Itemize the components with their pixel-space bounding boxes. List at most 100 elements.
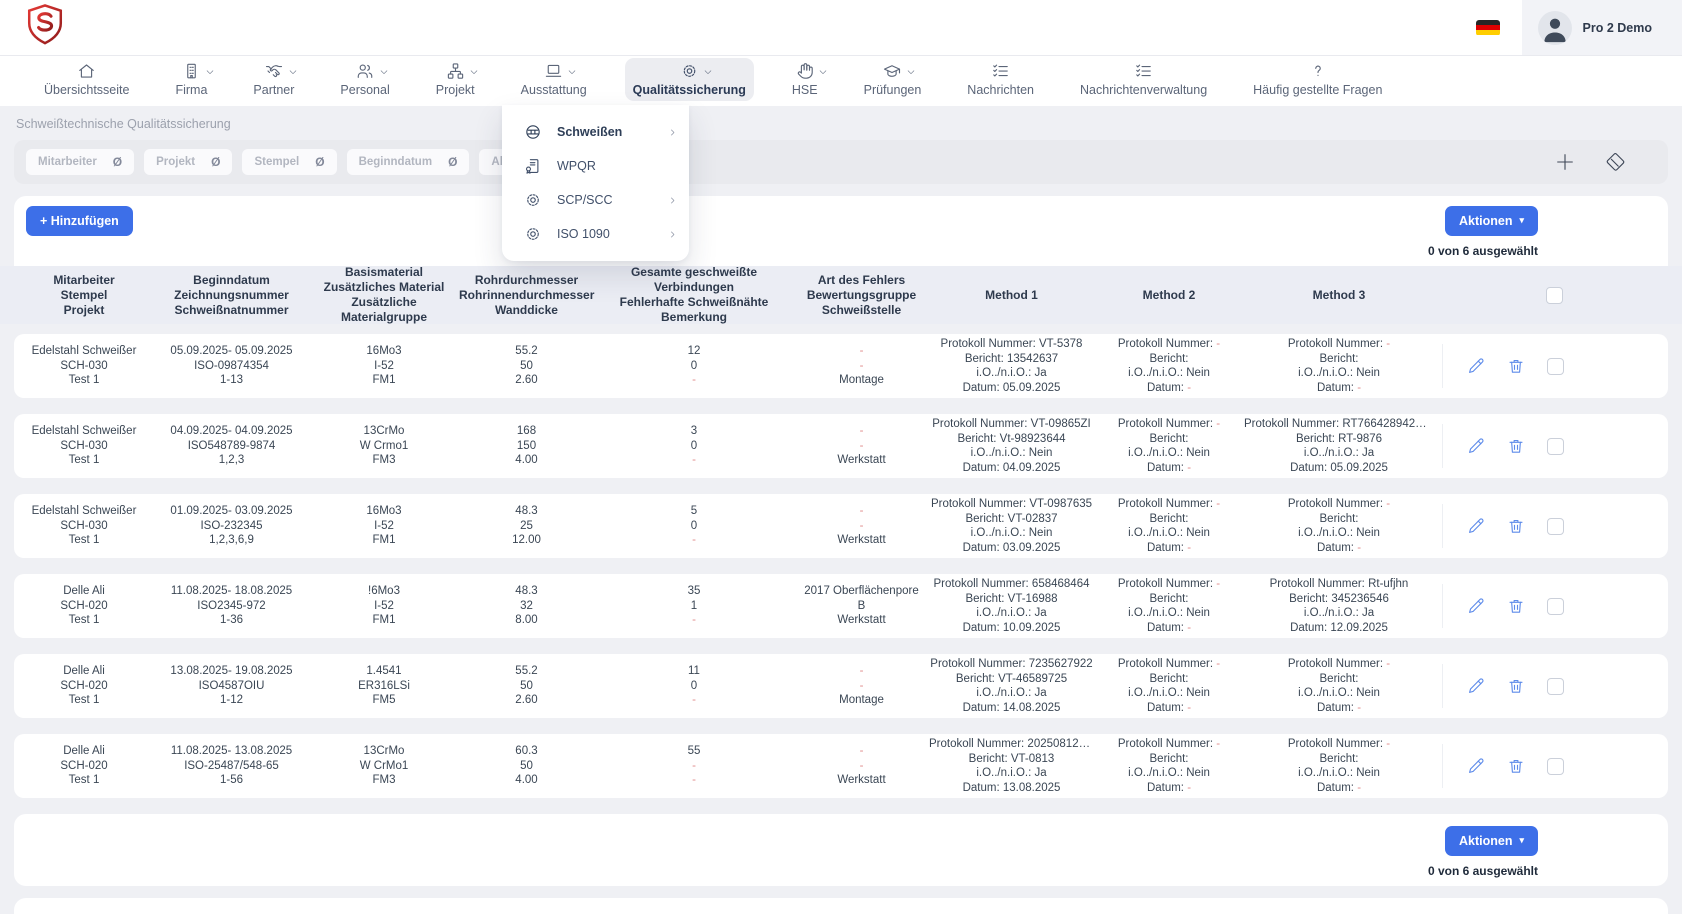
checklist-icon [991, 62, 1010, 80]
nav-item-ausstattung[interactable]: Ausstattung [513, 58, 595, 101]
chevron-down-icon [906, 67, 916, 77]
breadcrumb: Schweißtechnische Qualitätssicherung [16, 117, 231, 131]
nav-item-haeufig-gestellte-fragen[interactable]: Häufig gestellte Fragen [1245, 58, 1390, 101]
edit-button[interactable] [1467, 517, 1485, 535]
cell-rohrdurchmesser: 48.3 25 12.00 [512, 505, 541, 547]
cell-art-des-fehlers: - - Montage [839, 665, 884, 707]
chevron-down-icon [818, 67, 828, 77]
cell-method-1: Protokoll Nummer: VT-0987635 Bericht: VT-… [930, 498, 1093, 554]
cell-method-1: Protokoll Nummer: VT-5378 Bericht: 135426… [940, 338, 1083, 394]
edit-button[interactable] [1467, 357, 1485, 375]
edit-button[interactable] [1467, 757, 1485, 775]
filter-bar: Mitarbeiter Ø Projekt Ø Stempel Ø Beginndat… [14, 140, 1668, 184]
cell-mitarbeiter: Delle Ali SCH-020 Test 1 [60, 585, 108, 627]
delete-button[interactable] [1507, 357, 1525, 375]
gear-icon [524, 191, 542, 209]
handshake-icon [264, 62, 284, 80]
cell-mitarbeiter: Edelstahl Schweißer SCH-030 Test 1 [31, 505, 137, 547]
delete-button[interactable] [1507, 517, 1525, 535]
caret-down-icon: ▾ [1519, 834, 1524, 845]
cell-method-2: Protokoll Nummer: - Bericht: i.O../n.i.O.… [1117, 738, 1221, 794]
cell-basismaterial: 13CrMo W Crmo1 FM3 [359, 425, 409, 467]
row-checkbox[interactable] [1547, 517, 1564, 535]
cell-method-2: Protokoll Nummer: - Bericht: i.O../n.i.O.… [1117, 498, 1221, 554]
delete-button[interactable] [1507, 597, 1525, 615]
empty-set-icon: Ø [315, 155, 325, 169]
delete-button[interactable] [1507, 757, 1525, 775]
edit-button[interactable] [1467, 677, 1485, 695]
cell-method-3: Protokoll Nummer: - Bericht: i.O../n.i.O.… [1287, 498, 1391, 554]
nav-item-nachrichten[interactable]: Nachrichten [959, 58, 1042, 101]
select-all-checkbox[interactable] [1546, 286, 1563, 304]
nav-item-projekt[interactable]: Projekt [428, 58, 483, 101]
delete-button[interactable] [1507, 437, 1525, 455]
cell-beginndatum: 13.08.2025- 19.08.2025 ISO4587OIU 1-12 [170, 665, 293, 707]
cell-rohrdurchmesser: 55.2 50 2.60 [515, 665, 538, 707]
menu-item-scp-scc[interactable]: SCP/SCC [502, 183, 689, 217]
cell-basismaterial: 1.4541 ER316LSi FM5 [358, 665, 410, 707]
cell-method-1: Protokoll Nummer: 658468464 Bericht: VT-1… [933, 578, 1090, 634]
table-body: Edelstahl Schweißer SCH-030 Test 1 05.09.2… [0, 334, 1682, 798]
menu-item-wpqr[interactable]: WPQR [502, 149, 689, 183]
menu-item-iso-1090[interactable]: ISO 1090 [502, 217, 689, 251]
empty-set-icon: Ø [211, 155, 221, 169]
graduation-cap-icon [882, 62, 902, 80]
cell-basismaterial: 13CrMo W CrMo1 FM3 [359, 745, 409, 787]
cell-art-des-fehlers: - - Montage [839, 345, 884, 387]
chevron-down-icon [703, 67, 713, 77]
add-filter-icon[interactable] [1554, 151, 1576, 173]
cell-rohrdurchmesser: 48.3 32 8.00 [515, 585, 538, 627]
cell-verbindungen: 12 0- [687, 345, 701, 387]
chevron-right-icon [668, 128, 677, 137]
table-row: Edelstahl Schweißer SCH-030 Test 1 05.09.2… [14, 334, 1668, 398]
filter-chip-stempel[interactable]: Stempel Ø [242, 149, 337, 175]
table-header: Mitarbeiter Stempel Projekt Beginndatum Zei… [0, 265, 1682, 324]
filter-chip-beginndatum[interactable]: Beginndatum Ø [346, 149, 470, 175]
filter-chip-projekt[interactable]: Projekt Ø [144, 149, 233, 175]
cell-beginndatum: 11.08.2025- 13.08.2025 ISO-25487/548-65 1-… [170, 745, 293, 787]
row-checkbox[interactable] [1547, 597, 1564, 615]
filter-chip-mitarbeiter[interactable]: Mitarbeiter Ø [26, 149, 135, 175]
menu-item-schweissen[interactable]: Schweißen [502, 115, 689, 149]
row-checkbox[interactable] [1547, 757, 1564, 775]
actions-button-bottom[interactable]: Aktionen ▾ [1444, 826, 1538, 856]
user-menu[interactable]: Pro 2 Demo [1521, 0, 1682, 55]
chevron-down-icon [379, 67, 389, 77]
cell-verbindungen: 55- - [687, 745, 701, 787]
qualitaetssicherung-dropdown: Schweißen WPQR SCP/SCC ISO 1090 [502, 105, 689, 261]
app-header: Pro 2 Demo [0, 0, 1682, 56]
cell-basismaterial: 16Mo3 I-52 FM1 [366, 345, 402, 387]
row-checkbox[interactable] [1547, 437, 1564, 455]
table-footer: Aktionen ▾ 0 von 6 ausgewählt [14, 814, 1668, 886]
clear-filters-eraser-icon[interactable] [1604, 151, 1626, 173]
edit-button[interactable] [1467, 437, 1485, 455]
cell-art-des-fehlers: - - Werkstatt [837, 425, 886, 467]
cell-verbindungen: 11 0- [688, 665, 700, 707]
chevron-right-icon [668, 230, 677, 239]
nav-item-uebersichtsseite[interactable]: Übersichtsseite [36, 58, 137, 101]
nav-item-pruefungen[interactable]: Prüfungen [856, 58, 930, 101]
nav-item-partner[interactable]: Partner [245, 58, 302, 101]
actions-button[interactable]: Aktionen ▾ [1444, 206, 1538, 236]
cell-method-3: Protokoll Nummer: - Bericht: i.O../n.i.O.… [1287, 658, 1391, 714]
table-row: Delle Ali SCH-020 Test 1 11.08.2025- 13.08… [14, 734, 1668, 798]
table-row: Delle Ali SCH-020 Test 1 11.08.2025- 18.08… [14, 574, 1668, 638]
gear-icon [680, 62, 699, 80]
home-icon [77, 62, 96, 80]
row-checkbox[interactable] [1547, 357, 1564, 375]
add-button[interactable]: + Hinzufügen [26, 206, 133, 236]
edit-button[interactable] [1467, 597, 1485, 615]
nav-item-hse[interactable]: HSE [784, 58, 826, 101]
nav-item-firma[interactable]: Firma [167, 58, 215, 101]
nav-item-nachrichtenverwaltung[interactable]: Nachrichtenverwaltung [1072, 58, 1215, 101]
row-checkbox[interactable] [1547, 677, 1564, 695]
nav-item-qualitaetssicherung[interactable]: Qualitätssicherung [624, 57, 754, 101]
table-toolbar: + Hinzufügen Aktionen ▾ 0 von 6 ausgewähl… [14, 196, 1668, 266]
nav-item-personal[interactable]: Personal [332, 58, 397, 101]
delete-button[interactable] [1507, 677, 1525, 695]
language-flag-german[interactable] [1475, 19, 1500, 36]
gear-icon [524, 225, 542, 243]
checklist-icon [1134, 62, 1153, 80]
